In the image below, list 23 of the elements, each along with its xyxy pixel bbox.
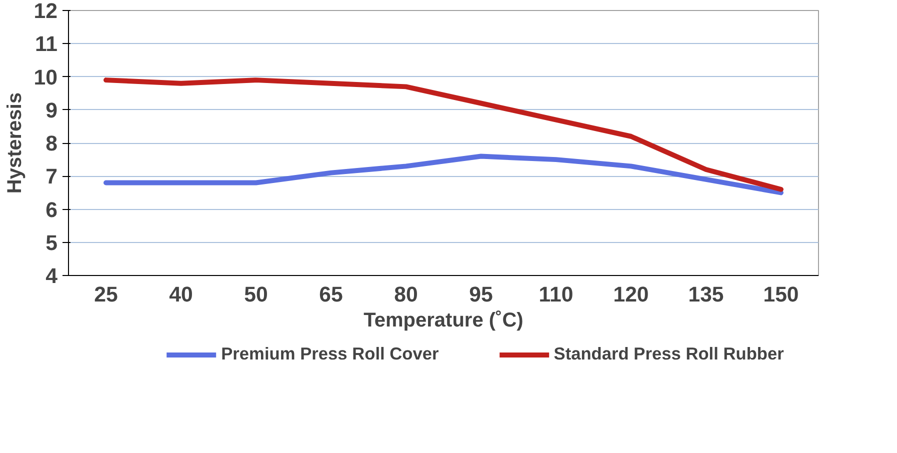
x-tick-label: 95 [469, 282, 493, 306]
x-tick-label: 150 [763, 282, 799, 306]
x-tick-label: 110 [538, 282, 574, 306]
x-tick-label: 25 [94, 282, 118, 306]
legend-label: Premium Press Roll Cover [221, 344, 439, 364]
y-tick-label: 6 [46, 198, 58, 222]
y-tick-label: 4 [46, 264, 58, 288]
y-tick-label: 11 [34, 32, 58, 56]
y-tick-label: 9 [46, 98, 58, 122]
x-tick-label: 40 [169, 282, 193, 306]
x-tick-label: 120 [613, 282, 649, 306]
y-tick-label: 5 [46, 230, 58, 255]
y-tick-label: 12 [34, 0, 58, 23]
y-tick-label: 7 [46, 164, 58, 189]
x-tick-label: 50 [244, 282, 268, 306]
x-tick-label: 135 [688, 282, 724, 306]
x-tick-label: 80 [394, 282, 418, 306]
y-tick-label: 8 [46, 132, 58, 156]
y-tick-label: 10 [34, 65, 58, 90]
x-tick-label: 65 [319, 282, 343, 306]
y-axis-title: Hysteresis [4, 92, 26, 194]
legend-label: Standard Press Roll Rubber [554, 344, 784, 364]
x-axis-title: Temperature (˚C) [364, 310, 524, 332]
